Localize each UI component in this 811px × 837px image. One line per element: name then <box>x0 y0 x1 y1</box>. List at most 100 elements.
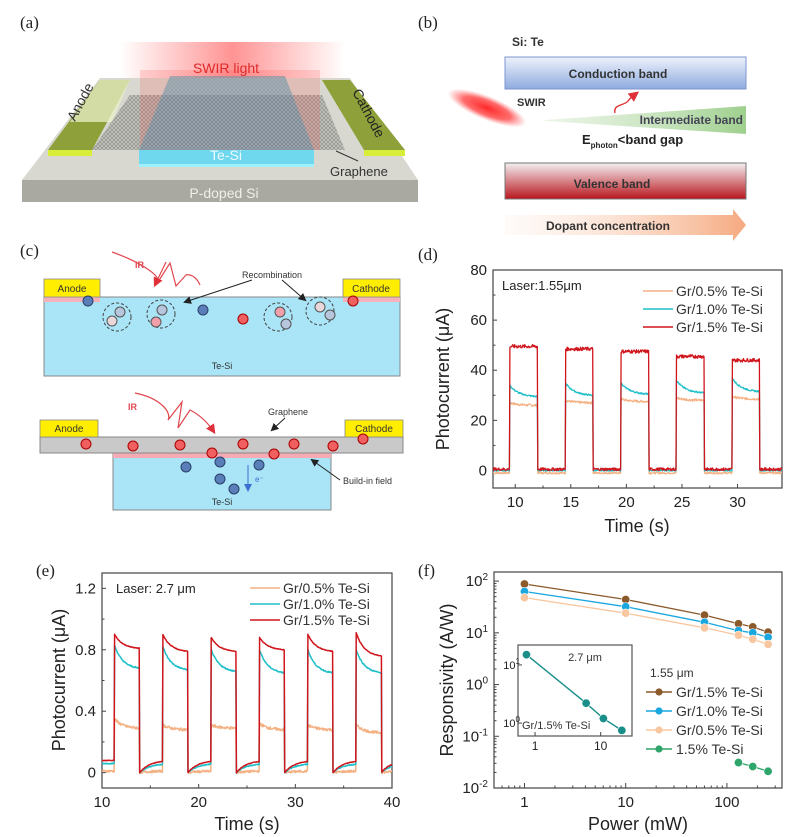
inset-data-point <box>598 713 608 723</box>
hole <box>327 440 339 452</box>
data-point-1-5-te-si <box>733 758 743 768</box>
chart-e: (e) 10 20 30 40 0 0.4 0.8 1.2 Laser: 2.7 μm Gr/… <box>36 561 400 834</box>
material-label: Si: Te <box>512 35 544 49</box>
ephoton-label: Ephoton<band gap <box>582 132 683 150</box>
tick-base: 10 <box>466 625 483 642</box>
inset-data-point <box>617 725 627 735</box>
y-tick-label: 0 <box>479 462 487 479</box>
tick-exponent: 0 <box>482 676 488 687</box>
data-point-gr-0-5-te-si <box>699 623 709 633</box>
series-line-gr-1-5-te-si <box>102 631 392 774</box>
x-tick-label: 20 <box>190 794 207 811</box>
hole <box>274 306 286 318</box>
x-tick-label: 30 <box>287 794 304 811</box>
series-group <box>519 579 773 776</box>
legend: Gr/1.5% Te-Si Gr/1.0% Te-Si Gr/0.5% Te-Si 1… <box>646 684 763 757</box>
tick-base: 10 <box>503 660 515 672</box>
te-si-top <box>139 76 314 150</box>
inset-series-label: Gr/1.5% Te-Si <box>522 720 590 732</box>
hole <box>314 301 326 313</box>
anode-label: Anode <box>58 284 87 295</box>
electron <box>280 318 292 330</box>
x-axis-label: Time (s) <box>604 516 669 536</box>
graphene-label: Graphene <box>268 407 308 417</box>
axes-frame <box>492 269 783 489</box>
y-tick-label: 40 <box>470 362 487 379</box>
annotation: Laser: 2.7 μm <box>116 581 196 596</box>
ephoton-main: E <box>582 132 591 147</box>
swir-label: SWIR <box>517 97 546 109</box>
hole <box>237 313 249 325</box>
x-tick-label: 1 <box>520 794 528 811</box>
hole <box>174 439 186 451</box>
y-tick-label: 20 <box>470 412 487 429</box>
series-line-gr-0-5-te-si <box>102 717 392 775</box>
panel-a-label: (a) <box>20 13 39 32</box>
legend-marker <box>655 745 663 753</box>
series-line-gr-0-5-te-si <box>493 395 782 475</box>
anode-pad-front <box>48 150 92 156</box>
x-tick-label: 30 <box>729 494 746 511</box>
series-line-gr-1-0-te-si <box>102 644 392 774</box>
y-tick-label: 10-1 <box>462 727 488 745</box>
data-point-gr-0-5-te-si <box>519 593 529 603</box>
conduction-band <box>504 56 747 90</box>
legend-marker <box>655 688 663 696</box>
inset-series-line <box>526 654 623 731</box>
panel-a: (a) Anode Cathode SWIR light Te-Si Graph… <box>20 13 418 202</box>
chart-d: (d) 10 15 20 25 30 0 20 40 60 80 Laser:1.55μm Gr/… <box>418 245 783 536</box>
legend-label: Gr/0.5% Te-Si <box>676 722 763 738</box>
inset-y-tick-label: 100 <box>503 715 520 730</box>
tick-base: 10 <box>462 780 479 797</box>
x-axis-label: Time (s) <box>214 814 279 834</box>
x-tick-label: 15 <box>562 494 579 511</box>
legend: Gr/0.5% Te-Si Gr/1.0% Te-Si Gr/1.5% Te-Si <box>643 283 763 335</box>
series-group <box>102 631 392 775</box>
legend-label: Gr/1.5% Te-Si <box>676 684 763 700</box>
electron <box>228 483 240 495</box>
recombination-arrow-left <box>183 279 253 304</box>
substrate-label: P-doped Si <box>189 185 258 201</box>
cathode-pad <box>322 80 405 150</box>
data-point-gr-0-5-te-si <box>763 639 773 649</box>
build-in-field-region <box>113 453 331 458</box>
ir-label: IR <box>135 260 145 270</box>
tick-exponent: 1 <box>482 624 488 635</box>
build-in-field-pointer <box>310 458 341 481</box>
x-tick-label: 100 <box>714 794 739 811</box>
legend-title: 1.55 μm <box>650 666 694 680</box>
ir-wave <box>111 251 201 288</box>
legend-label: Gr/1.5% Te-Si <box>283 612 370 628</box>
hole <box>80 438 92 450</box>
series-line-gr-1-0-te-si <box>524 590 769 638</box>
data-point-gr-0-5-te-si <box>621 608 631 618</box>
x-tick-label: 20 <box>618 494 635 511</box>
x-tick-label: 10 <box>617 794 634 811</box>
anode-contact <box>39 419 99 438</box>
inset-frame <box>517 644 633 737</box>
ir-wave <box>134 392 216 434</box>
y-tick-label: 102 <box>466 572 489 590</box>
tick-base: 10 <box>462 728 479 745</box>
swir-light-label: SWIR light <box>193 60 259 76</box>
tick-base: 10 <box>466 677 483 694</box>
cathode-contact <box>342 278 401 298</box>
hole <box>347 295 359 307</box>
axes-ticks: 10 20 30 40 0 0.4 0.8 1.2 <box>75 580 400 811</box>
series-line-gr-0-5-te-si <box>524 596 769 645</box>
intermediate-band-label: Intermediate band <box>640 113 743 127</box>
hole <box>127 440 139 452</box>
legend-label: 1.5% Te-Si <box>676 741 743 757</box>
hole <box>268 448 280 460</box>
electron <box>253 459 265 471</box>
electron <box>324 309 336 321</box>
te-si-body <box>43 296 401 377</box>
electron <box>214 473 226 485</box>
ephoton-rest: <band gap <box>618 132 683 147</box>
legend-label: Gr/0.5% Te-Si <box>283 580 370 596</box>
y-tick-label: 0 <box>88 765 96 782</box>
electron-label: e⁻ <box>255 475 264 484</box>
